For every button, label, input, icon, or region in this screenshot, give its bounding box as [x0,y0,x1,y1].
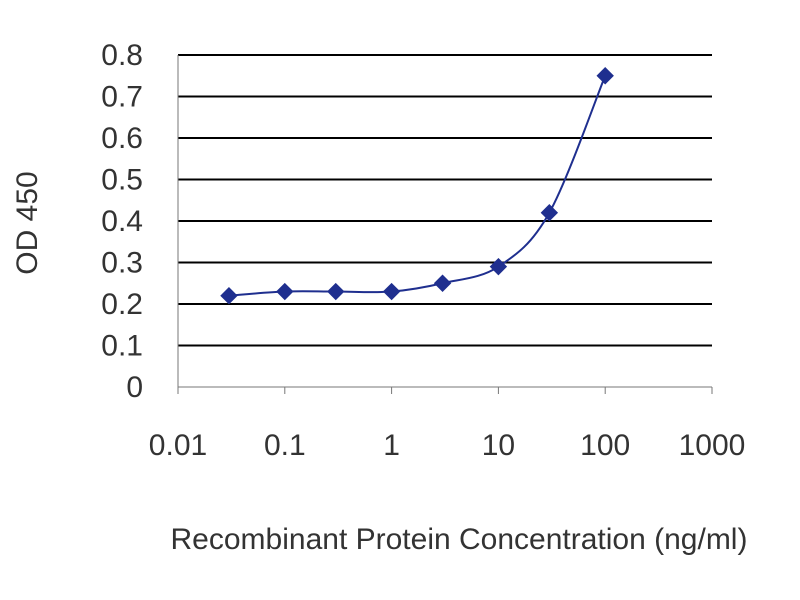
data-point-0-1 [276,282,294,301]
y-tick-label: 0.2 [101,288,143,321]
y-tick-label: 0.6 [101,122,143,155]
x-tick-label: 100 [580,429,630,462]
data-point-0-7 [596,67,614,85]
y-axis-title: OD 450 [11,171,44,274]
data-point-0-6 [540,203,559,222]
data-point-0-0 [220,286,238,305]
data-point-0-4 [433,274,452,292]
y-tick-label: 0.7 [101,81,143,114]
y-tick-label: 0.5 [101,164,143,197]
x-tick-label: 1 [383,429,400,462]
grid-layer [178,54,712,347]
data-point-0-3 [382,282,401,301]
y-tick-label: 0.8 [101,39,143,72]
y-tick-label: 0 [126,371,143,404]
series-layer [220,67,614,305]
data-point-0-2 [327,282,345,301]
data-point-0-5 [489,257,508,276]
x-tick-label: 0.01 [149,429,207,462]
x-tick-label: 0.1 [264,429,306,462]
axis-layer [177,55,713,394]
label-layer: 0 0.1 0.2 0.3 0.4 0.5 0.6 0.7 0.8 0.01 0.1 1 10 100 10… [101,39,745,462]
y-tick-label: 0.1 [101,330,143,363]
x-tick-label: 1000 [679,429,746,462]
y-tick-label: 0.4 [101,205,143,238]
x-axis-title: Recombinant Protein Concentration (ng/ml… [171,523,748,556]
y-tick-label: 0.3 [101,247,143,280]
x-tick-label: 10 [482,429,515,462]
